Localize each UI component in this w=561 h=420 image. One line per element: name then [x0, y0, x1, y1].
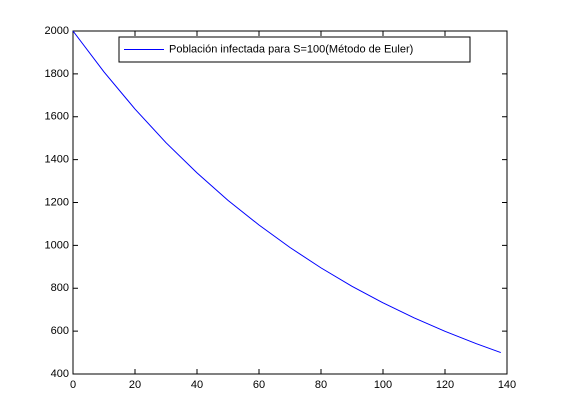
axes-box [72, 30, 508, 375]
y-tick-label: 1000 [45, 239, 69, 251]
y-tick-label: 400 [51, 368, 69, 380]
legend-box [118, 36, 471, 63]
x-tick-label: 60 [253, 379, 265, 391]
x-tick-label: 100 [374, 379, 392, 391]
data-line [72, 30, 501, 354]
x-tick-label: 80 [315, 379, 327, 391]
x-tick-label: 140 [498, 379, 516, 391]
legend-label: Población infectada para S=100(Método de… [169, 43, 413, 55]
y-tick-label: 2000 [45, 25, 69, 37]
y-tick-label: 1200 [45, 196, 69, 208]
x-tick-label: 20 [129, 379, 141, 391]
y-tick-label: 1800 [45, 68, 69, 80]
y-tick-label: 600 [51, 325, 69, 337]
x-tick-label: 120 [436, 379, 454, 391]
y-tick-label: 800 [51, 282, 69, 294]
y-tick-label: 1400 [45, 154, 69, 166]
x-tick-label: 40 [191, 379, 203, 391]
x-tick-label: 0 [70, 379, 76, 391]
y-tick-label: 1600 [45, 111, 69, 123]
